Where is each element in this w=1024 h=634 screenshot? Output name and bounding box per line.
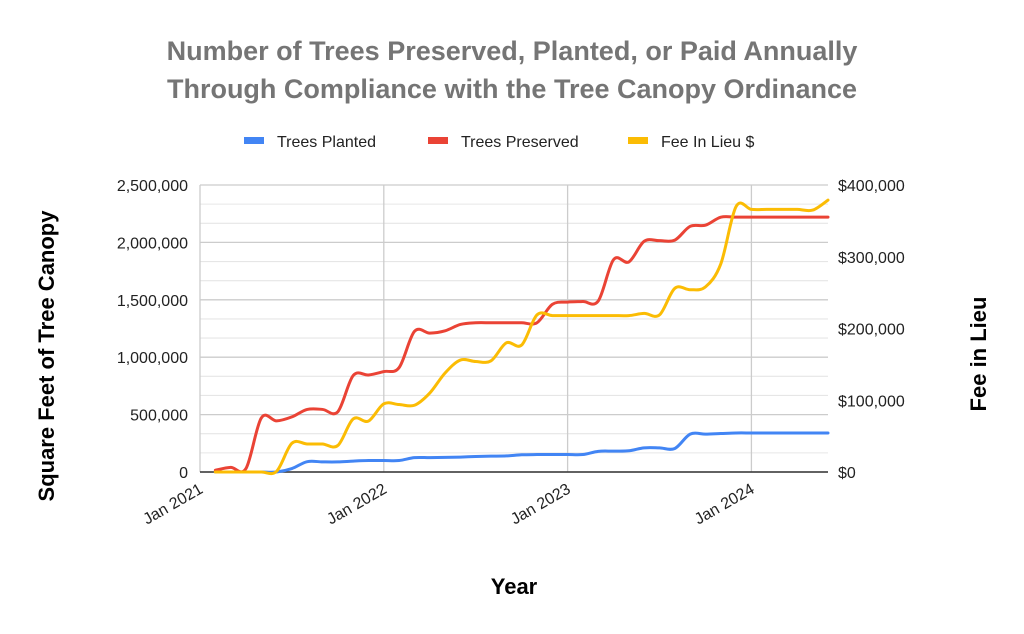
y2-axis-title: Fee in Lieu bbox=[966, 297, 991, 412]
legend-label: Trees Preserved bbox=[461, 134, 579, 151]
legend: Trees Planted Trees Preserved Fee In Lieu … bbox=[244, 134, 755, 151]
y2-tick-label: $400,000 bbox=[838, 178, 905, 195]
legend-swatch bbox=[628, 137, 648, 144]
y-tick-label: 2,500,000 bbox=[117, 178, 188, 195]
y2-tick-label: $200,000 bbox=[838, 322, 905, 339]
y2-tick-label: $300,000 bbox=[838, 250, 905, 267]
x-tick-label: Jan 2022 bbox=[324, 481, 390, 529]
right-axis-ticks: $0 $100,000 $200,000 $300,000 $400,000 bbox=[838, 178, 905, 482]
y2-tick-label: $0 bbox=[838, 465, 856, 482]
legend-label: Fee In Lieu $ bbox=[661, 134, 755, 151]
y-tick-label: 2,000,000 bbox=[117, 235, 188, 252]
x-tick-label: Jan 2021 bbox=[140, 481, 206, 529]
y-axis-title: Square Feet of Tree Canopy bbox=[34, 210, 59, 502]
x-axis-title: Year bbox=[491, 574, 538, 599]
x-tick-label: Jan 2023 bbox=[508, 481, 574, 529]
series-lines bbox=[213, 198, 830, 476]
chart-title-line-2: Through Compliance with the Tree Canopy … bbox=[167, 74, 857, 104]
chart-title-line-1: Number of Trees Preserved, Planted, or P… bbox=[167, 36, 858, 66]
y2-tick-label: $100,000 bbox=[838, 393, 905, 410]
gridlines bbox=[199, 184, 828, 473]
y-tick-label: 1,500,000 bbox=[117, 293, 188, 310]
left-axis-ticks: 0 500,000 1,000,000 1,500,000 2,000,000 2,500… bbox=[117, 178, 188, 482]
y-tick-label: 0 bbox=[179, 465, 188, 482]
x-axis-ticks: Jan 2021 Jan 2022 Jan 2023 Jan 2024 bbox=[140, 481, 757, 529]
legend-swatch bbox=[244, 137, 264, 144]
legend-swatch bbox=[428, 137, 448, 144]
y-tick-label: 1,000,000 bbox=[117, 350, 188, 367]
y-tick-label: 500,000 bbox=[130, 408, 188, 425]
legend-label: Trees Planted bbox=[277, 134, 376, 151]
x-tick-label: Jan 2024 bbox=[692, 481, 758, 529]
